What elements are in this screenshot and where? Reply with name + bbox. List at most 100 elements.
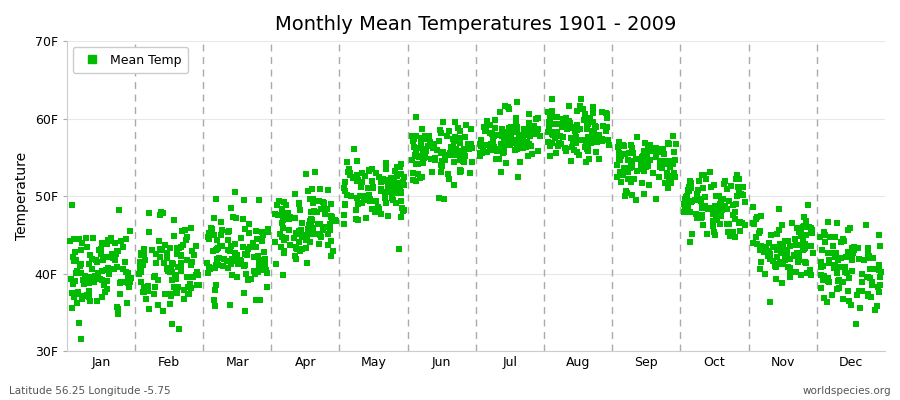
Point (530, 148, 544, 154)
Point (321, 242, 336, 248)
Point (599, 110, 614, 116)
Point (790, 249, 805, 256)
Point (65, 202, 79, 208)
Point (664, 172, 679, 179)
Point (137, 289, 151, 296)
Point (409, 133, 423, 139)
Point (152, 238, 166, 245)
Point (85, 265, 99, 272)
Point (432, 138, 446, 144)
Point (390, 173, 404, 180)
Point (862, 266, 877, 272)
Point (289, 245, 303, 251)
Point (372, 206, 386, 212)
Point (71, 320, 86, 326)
Point (553, 120, 567, 127)
Point (276, 272, 291, 278)
Point (683, 185, 698, 191)
Point (160, 266, 175, 272)
Point (395, 205, 410, 212)
Point (353, 192, 367, 199)
Point (448, 146, 463, 152)
Point (642, 143, 656, 149)
Point (259, 284, 274, 290)
Point (447, 134, 462, 140)
Point (616, 168, 631, 174)
Point (680, 203, 695, 209)
Point (238, 226, 252, 232)
Point (301, 188, 315, 194)
Point (247, 254, 261, 260)
Point (556, 134, 571, 140)
Point (89, 256, 104, 263)
Point (479, 127, 493, 133)
Point (122, 284, 137, 290)
Point (416, 150, 430, 157)
Point (596, 123, 610, 129)
Point (841, 226, 855, 233)
Point (704, 205, 718, 212)
Point (382, 177, 397, 183)
Point (620, 190, 634, 196)
Point (529, 130, 544, 136)
Point (722, 198, 736, 204)
Point (409, 114, 423, 120)
Point (508, 129, 523, 136)
Point (545, 114, 560, 120)
Point (132, 271, 147, 278)
Point (508, 129, 523, 136)
Point (86, 279, 101, 286)
Point (592, 156, 607, 163)
Point (703, 169, 717, 176)
Point (527, 126, 542, 132)
Point (249, 244, 264, 250)
Point (303, 239, 318, 245)
Point (588, 134, 602, 141)
Point (562, 103, 576, 109)
Point (260, 270, 274, 276)
Point (855, 271, 869, 278)
Point (837, 238, 851, 244)
Point (845, 245, 859, 252)
Point (510, 174, 525, 180)
Point (324, 238, 338, 244)
Point (388, 181, 402, 187)
Point (641, 161, 655, 167)
Point (174, 244, 188, 250)
Point (562, 118, 576, 124)
Point (679, 200, 693, 207)
Point (783, 274, 797, 280)
Point (566, 125, 580, 131)
Point (804, 226, 818, 232)
Point (821, 274, 835, 281)
Point (494, 168, 508, 175)
Point (73, 262, 87, 268)
Point (211, 245, 225, 252)
Point (392, 180, 407, 186)
Point (74, 270, 88, 276)
Point (749, 216, 763, 222)
Point (762, 248, 777, 254)
Point (443, 150, 457, 156)
Point (357, 194, 372, 200)
Point (110, 304, 124, 310)
Point (827, 264, 842, 271)
Point (277, 247, 292, 254)
Point (340, 158, 355, 165)
Point (873, 242, 887, 249)
Point (324, 213, 338, 220)
Point (772, 206, 787, 212)
Point (318, 210, 332, 217)
Point (214, 232, 229, 239)
Point (695, 205, 709, 211)
Point (757, 248, 771, 255)
Point (141, 282, 156, 289)
Point (65, 290, 79, 296)
Point (770, 276, 784, 282)
Point (240, 246, 255, 252)
Point (746, 203, 760, 210)
Point (76, 277, 90, 283)
Point (70, 291, 85, 298)
Point (170, 244, 184, 251)
Point (412, 175, 427, 182)
